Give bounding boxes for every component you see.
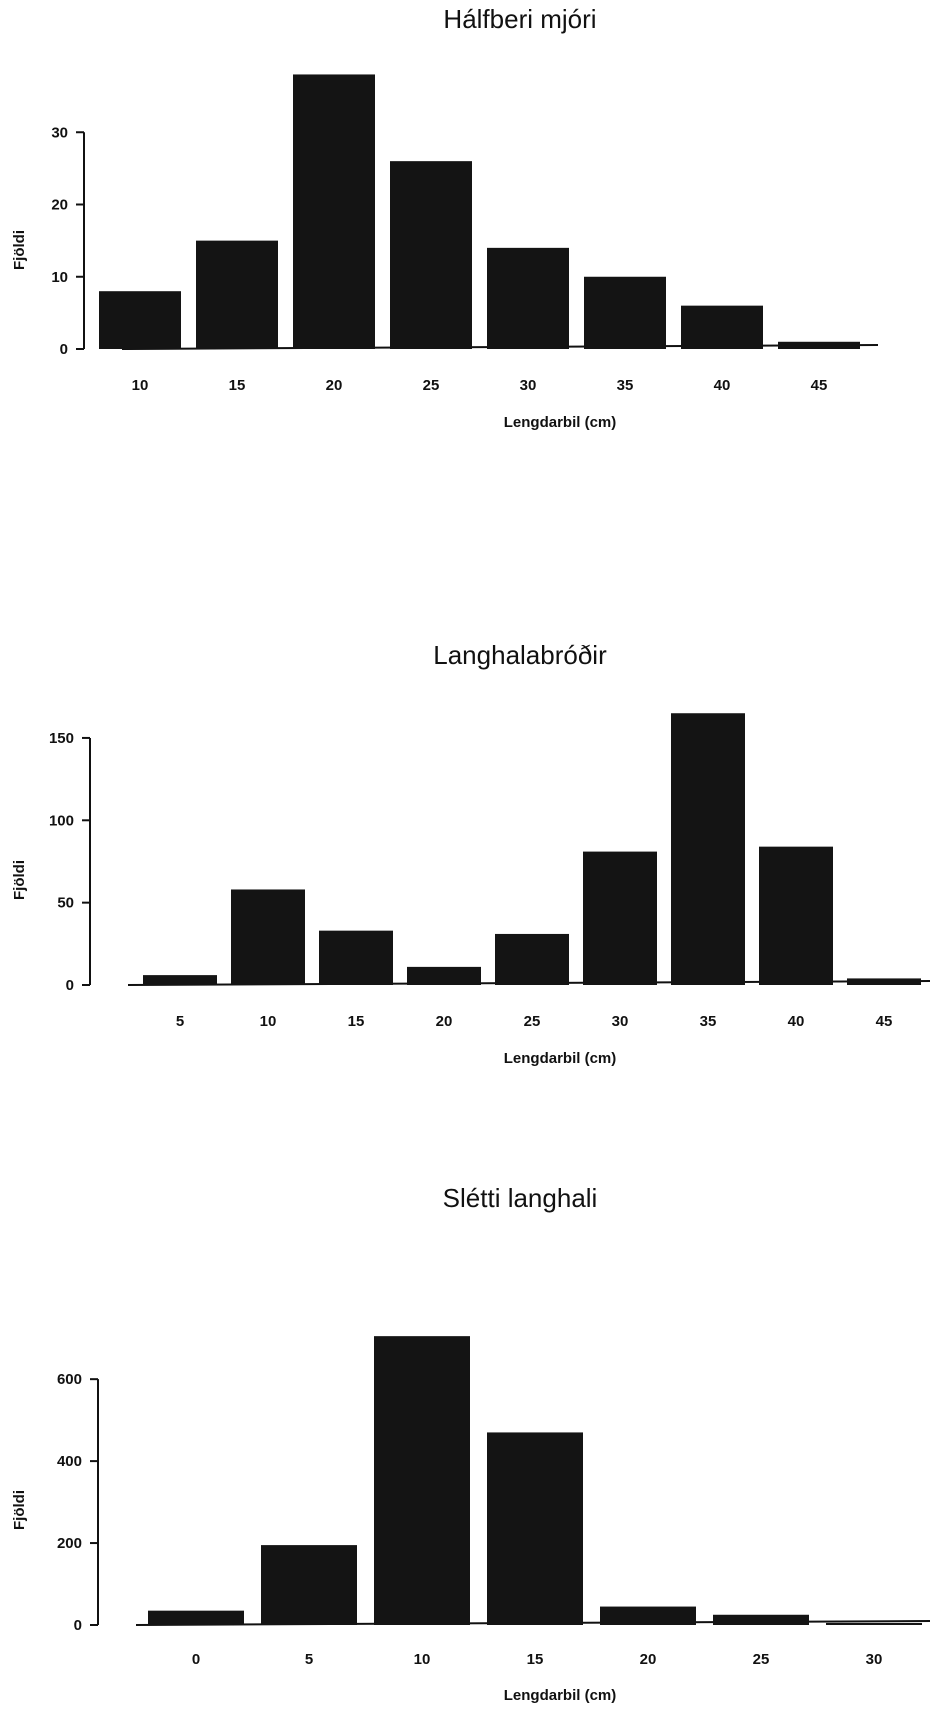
bar-40 <box>681 305 763 349</box>
bar-15 <box>487 1432 583 1625</box>
x-tick-label: 45 <box>876 1013 893 1030</box>
bar-35 <box>584 276 666 349</box>
y-tick-label: 0 <box>74 1617 82 1634</box>
x-tick-label: 15 <box>348 1013 365 1030</box>
y-tick-label: 400 <box>57 1453 82 1470</box>
chart-sletti-langhali: Slétti langhali 0 200 400 600 0 5 10 15 20 25 30 Len… <box>11 1183 931 1704</box>
y-tick-label: 0 <box>60 341 68 358</box>
x-axis-label: Lengdarbil (cm) <box>504 1687 617 1704</box>
x-tick-label: 30 <box>612 1013 629 1030</box>
y-tick-label: 20 <box>51 197 68 214</box>
bar-30 <box>583 851 657 985</box>
bar-35 <box>671 713 745 985</box>
bar-5 <box>261 1545 357 1625</box>
chart-title: Langhalabróðir <box>433 640 607 670</box>
x-tick-label: 20 <box>436 1013 453 1030</box>
chart-halfberi-mjori: Hálfberi mjóri 0 10 20 30 10 15 20 25 30 35 40 45 Len… <box>11 4 879 431</box>
x-tick-label: 40 <box>788 1013 805 1030</box>
bar-20 <box>407 966 481 985</box>
x-tick-label: 35 <box>700 1013 717 1030</box>
x-tick-label: 0 <box>192 1651 200 1668</box>
bar-5 <box>143 975 217 985</box>
x-tick-label: 45 <box>811 377 828 394</box>
x-tick-label: 5 <box>176 1013 184 1030</box>
y-axis-label: Fjöldi <box>11 1490 28 1530</box>
chart-title: Slétti langhali <box>443 1183 598 1213</box>
y-tick-label: 150 <box>49 730 74 747</box>
bar-10 <box>374 1336 470 1625</box>
bar-20 <box>293 74 375 349</box>
y-tick-label: 600 <box>57 1371 82 1388</box>
bar-45 <box>847 978 921 985</box>
x-tick-label: 20 <box>326 377 343 394</box>
y-tick-label: 100 <box>49 812 74 829</box>
y-tick-label: 0 <box>66 977 74 994</box>
y-tick-label: 10 <box>51 269 68 286</box>
x-axis-label: Lengdarbil (cm) <box>504 1050 617 1067</box>
bar-30 <box>826 1622 922 1625</box>
bar-30 <box>487 247 569 349</box>
x-tick-label: 25 <box>753 1651 770 1668</box>
bar-15 <box>319 930 393 985</box>
x-tick-label: 15 <box>229 377 246 394</box>
bar-40 <box>759 846 833 985</box>
x-tick-label: 40 <box>714 377 731 394</box>
x-tick-label: 25 <box>524 1013 541 1030</box>
x-tick-label: 25 <box>423 377 440 394</box>
bar-10 <box>99 291 181 349</box>
bar-25 <box>713 1614 809 1625</box>
y-tick-label: 50 <box>57 895 74 912</box>
bar-0 <box>148 1610 244 1625</box>
x-tick-label: 30 <box>866 1651 883 1668</box>
x-tick-label: 10 <box>132 377 149 394</box>
y-axis-label: Fjöldi <box>11 860 28 900</box>
bar-10 <box>231 889 305 985</box>
x-tick-label: 20 <box>640 1651 657 1668</box>
y-tick-label: 200 <box>57 1535 82 1552</box>
bar-20 <box>600 1606 696 1625</box>
bar-25 <box>495 933 569 985</box>
bar-15 <box>196 240 278 349</box>
bar-25 <box>390 161 472 349</box>
y-axis-label: Fjöldi <box>11 230 28 270</box>
x-tick-label: 5 <box>305 1651 313 1668</box>
x-tick-label: 10 <box>260 1013 277 1030</box>
x-tick-label: 10 <box>414 1651 431 1668</box>
chart-langhalabrodir: Langhalabróðir 0 50 100 150 5 10 15 20 25 30 35 40 45… <box>11 640 931 1067</box>
x-tick-label: 15 <box>527 1651 544 1668</box>
chart-title: Hálfberi mjóri <box>443 4 596 34</box>
bar-45 <box>778 341 860 349</box>
y-tick-label: 30 <box>51 124 68 141</box>
x-tick-label: 35 <box>617 377 634 394</box>
x-axis-label: Lengdarbil (cm) <box>504 414 617 431</box>
x-tick-label: 30 <box>520 377 537 394</box>
